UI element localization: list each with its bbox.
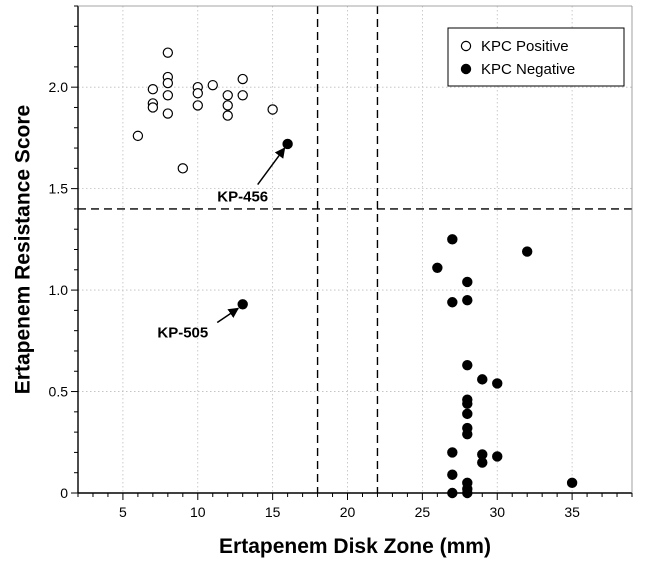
reference-lines xyxy=(78,6,632,493)
kpc-negative-point xyxy=(432,262,443,273)
kpc-positive-point xyxy=(192,88,203,99)
y-tick-label: 1.5 xyxy=(49,181,69,197)
kpc-negative-point xyxy=(477,457,488,468)
kpc-positive-point xyxy=(192,100,203,111)
kpc-positive-point xyxy=(147,83,159,95)
x-tick-label: 30 xyxy=(489,504,505,520)
kpc-negative-point xyxy=(462,398,473,409)
x-tick-label: 5 xyxy=(119,504,127,520)
legend: KPC Positive KPC Negative xyxy=(447,27,625,87)
kpc-positive-point xyxy=(237,90,248,101)
x-tick-label: 10 xyxy=(190,504,206,520)
kpc-negative-point xyxy=(521,246,533,257)
kpc-positive-point xyxy=(207,79,218,91)
annotation-label: KP-456 xyxy=(217,189,268,206)
annotations: KP-456 KP-505 xyxy=(157,147,286,342)
kpc-negative-point xyxy=(492,451,503,462)
kpc-positive-point xyxy=(162,108,174,119)
kpc-negative-point xyxy=(447,447,458,458)
y-tick-label: 2.0 xyxy=(49,79,69,95)
kpc-positive-point xyxy=(162,77,174,89)
kpc-negative-point xyxy=(447,487,458,499)
legend-marker-negative xyxy=(460,63,472,75)
x-tick-label: 25 xyxy=(415,504,431,520)
kpc-negative-point xyxy=(237,299,248,310)
x-tick-label: 20 xyxy=(340,504,356,520)
kpc-negative-point xyxy=(492,378,503,389)
kpc-negative-point xyxy=(462,276,473,288)
kpc-negative-point xyxy=(462,487,473,499)
kpc-negative-point xyxy=(447,234,458,245)
kpc-negative-point xyxy=(462,359,473,371)
legend-label: KPC Negative xyxy=(481,61,575,78)
legend-box xyxy=(447,27,625,87)
y-tick-label: 0.5 xyxy=(49,384,69,400)
annotation-arrow xyxy=(216,307,240,324)
kpc-positive-point xyxy=(162,90,174,101)
axis-ticks: 5 10 15 20 25 30 35 0 0.5 1.0 1.5 2.0 xyxy=(49,5,633,520)
kpc-negative-point xyxy=(477,374,488,385)
x-tick-label: 35 xyxy=(564,504,580,520)
kpc-negative-point xyxy=(447,297,458,308)
kpc-negative-point xyxy=(447,469,458,480)
kpc-negative-point xyxy=(462,295,473,306)
y-tick-label: 1.0 xyxy=(49,282,69,298)
x-tick-label: 15 xyxy=(265,504,281,520)
annotation-arrow xyxy=(257,147,286,186)
legend-marker-positive xyxy=(460,40,472,52)
data-points xyxy=(132,47,578,499)
kpc-positive-point xyxy=(222,90,233,101)
kpc-positive-point xyxy=(222,100,233,111)
kpc-positive-point xyxy=(237,73,248,85)
kpc-negative-point xyxy=(462,408,473,420)
legend-label: KPC Positive xyxy=(481,38,569,55)
kpc-negative-point xyxy=(462,428,473,440)
kpc-positive-point xyxy=(222,110,233,121)
kpc-positive-point xyxy=(132,130,144,142)
annotation-label: KP-505 xyxy=(157,325,208,342)
kpc-positive-point xyxy=(177,163,189,174)
x-axis-title: Ertapenem Disk Zone (mm) xyxy=(219,535,491,558)
kpc-positive-point xyxy=(147,102,159,113)
kpc-positive-point xyxy=(162,47,174,58)
kpc-negative-point xyxy=(566,477,578,489)
kpc-negative-point xyxy=(282,138,293,150)
kpc-positive-point xyxy=(267,104,278,115)
y-tick-label: 0 xyxy=(60,485,68,501)
y-axis-title: Ertapenem Resistance Score xyxy=(12,105,35,394)
